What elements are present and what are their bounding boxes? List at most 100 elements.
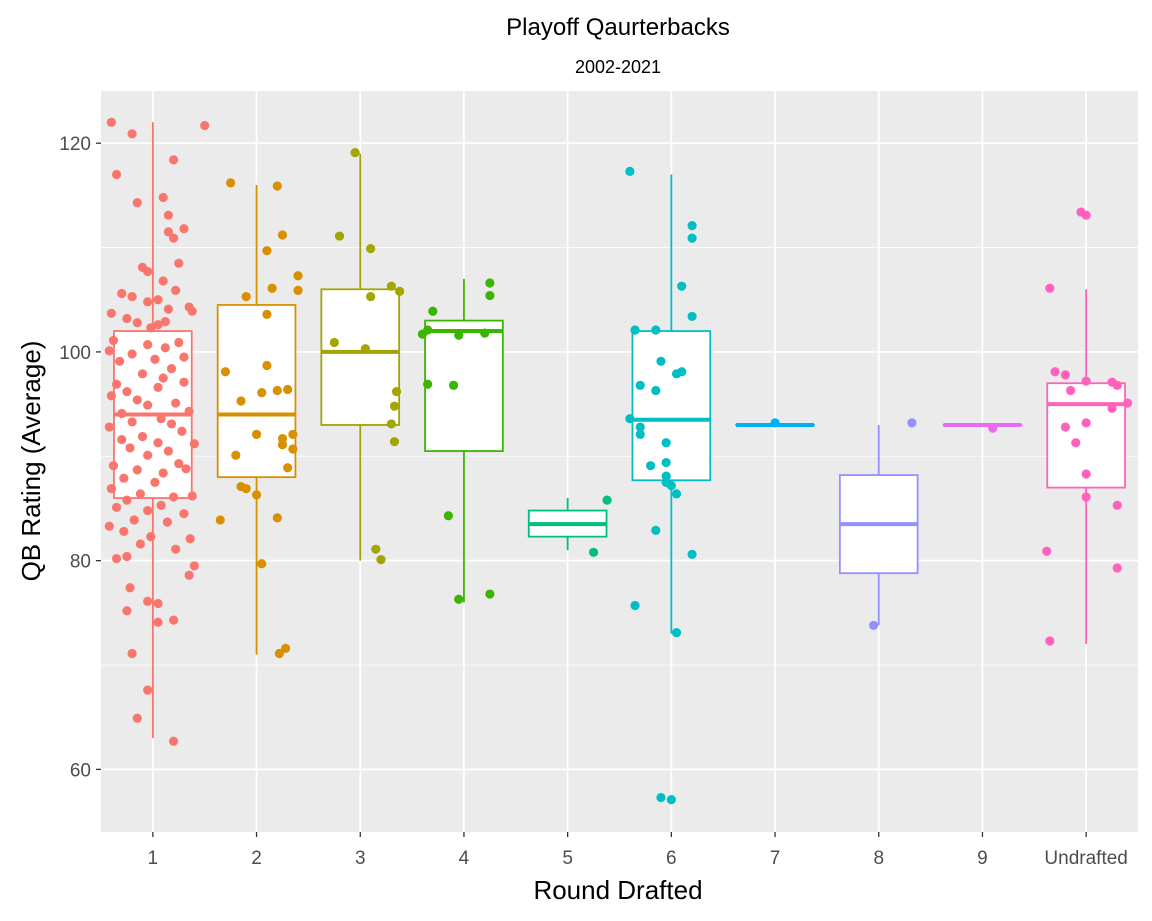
x-tick-label: 4: [459, 848, 470, 869]
data-point: [122, 313, 132, 324]
data-point: [395, 286, 405, 296]
points-8: [868, 418, 917, 630]
data-point: [428, 306, 438, 316]
points-9: [988, 423, 998, 433]
data-point: [143, 400, 153, 410]
data-point: [1112, 500, 1122, 510]
data-point: [179, 377, 189, 387]
data-point: [166, 419, 177, 429]
data-point: [334, 231, 345, 241]
box-4: [424, 278, 504, 603]
data-point: [185, 534, 195, 544]
data-point: [1112, 563, 1122, 573]
data-point: [630, 600, 640, 611]
data-point: [262, 309, 272, 319]
data-point: [132, 465, 142, 475]
data-point: [137, 369, 148, 379]
points-4: [417, 278, 495, 604]
data-point: [350, 147, 360, 158]
data-point: [168, 615, 179, 625]
data-point: [132, 318, 142, 328]
data-point: [171, 398, 181, 408]
data-point: [293, 285, 303, 295]
x-tick-label: 1: [148, 848, 159, 869]
data-point: [158, 192, 168, 203]
points-5: [588, 495, 612, 557]
data-point: [625, 414, 635, 424]
data-point: [127, 349, 137, 359]
data-point: [125, 583, 135, 593]
x-tick-label: Undrafted: [1044, 848, 1127, 869]
data-point: [231, 450, 241, 460]
data-point: [111, 169, 122, 180]
data-point: [1081, 418, 1091, 428]
data-point: [226, 178, 236, 188]
data-point: [677, 281, 687, 291]
data-point: [443, 511, 453, 521]
data-point: [389, 401, 400, 411]
x-tick-label: 2: [251, 848, 262, 869]
box-3: [320, 153, 401, 561]
data-point: [454, 330, 464, 340]
data-point: [687, 311, 697, 322]
data-point: [158, 276, 168, 286]
data-point: [666, 480, 676, 491]
data-point: [153, 617, 163, 627]
data-point: [661, 438, 671, 448]
data-point: [272, 513, 282, 523]
data-point: [1060, 422, 1071, 432]
data-point: [770, 418, 780, 428]
data-point: [272, 181, 282, 191]
data-point: [480, 328, 490, 338]
data-point: [168, 736, 179, 746]
data-point: [1071, 438, 1081, 448]
data-point: [135, 489, 146, 499]
box-body: [631, 330, 712, 482]
data-point: [417, 329, 428, 339]
data-point: [1045, 636, 1055, 646]
box-body: [424, 319, 504, 452]
data-point: [288, 429, 298, 439]
data-point: [122, 551, 132, 562]
data-point: [104, 346, 114, 356]
data-point: [635, 380, 645, 390]
data-point: [106, 117, 116, 127]
data-point: [184, 406, 194, 417]
data-point: [366, 243, 376, 254]
data-point: [272, 385, 282, 396]
data-point: [1060, 370, 1071, 380]
data-point: [129, 515, 139, 525]
data-point: [687, 221, 697, 231]
x-axis-title: Round Drafted: [533, 875, 702, 905]
data-point: [143, 266, 153, 277]
data-point: [158, 373, 168, 383]
points-2: [215, 178, 303, 659]
data-point: [280, 643, 291, 653]
data-point: [262, 246, 272, 256]
data-point: [1050, 367, 1060, 377]
data-point: [127, 129, 137, 139]
data-point: [143, 450, 153, 460]
data-point: [646, 461, 656, 471]
data-point: [485, 589, 495, 599]
data-point: [288, 444, 298, 454]
data-point: [485, 290, 495, 301]
data-point: [137, 431, 148, 442]
data-point: [174, 337, 184, 348]
data-point: [251, 429, 262, 439]
y-tick-label: 120: [59, 134, 91, 155]
data-point: [158, 468, 168, 478]
data-point: [168, 233, 179, 243]
data-point: [179, 224, 189, 234]
data-point: [907, 418, 917, 428]
data-point: [179, 352, 189, 362]
data-point: [127, 292, 137, 302]
box-8: [838, 424, 919, 626]
data-point: [143, 596, 153, 606]
data-point: [156, 414, 166, 424]
data-point: [200, 120, 210, 131]
data-point: [153, 320, 163, 330]
data-point: [448, 380, 459, 390]
points-layer: [104, 117, 1133, 805]
data-point: [257, 559, 267, 569]
